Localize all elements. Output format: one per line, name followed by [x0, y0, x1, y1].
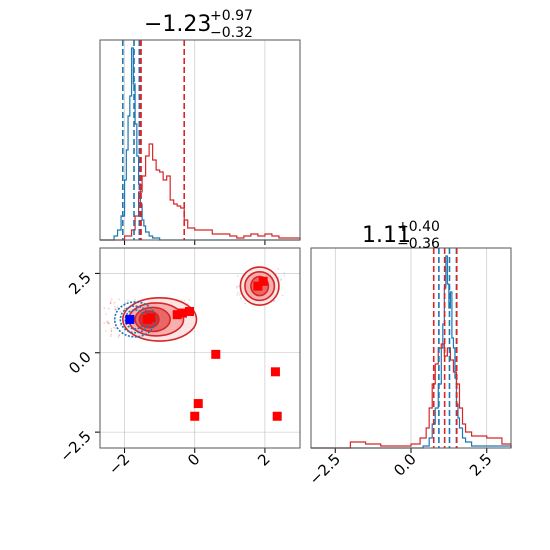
tick-label-y: 2.5	[65, 268, 95, 298]
sample-point	[114, 308, 116, 310]
sample-point	[279, 279, 282, 281]
panel-hist-param-1	[99, 39, 301, 245]
red-marker	[172, 310, 182, 320]
red-marker	[184, 306, 194, 316]
title-minus: −0.36	[397, 236, 440, 252]
title-median: 1.11	[362, 223, 411, 248]
tick-label-x: −2.5	[306, 450, 344, 488]
sample-point	[123, 307, 126, 310]
tick-label-x: 2	[254, 450, 273, 469]
sample-point	[181, 299, 183, 301]
sample-point	[244, 302, 246, 305]
sample-point	[183, 299, 186, 302]
sample-point	[110, 335, 112, 337]
red-marker	[258, 276, 268, 286]
sample-point	[117, 336, 120, 338]
sample-point	[118, 334, 120, 337]
sample-point	[118, 334, 121, 336]
sample-point	[237, 285, 240, 288]
sample-point	[115, 327, 117, 330]
sample-point	[113, 301, 116, 304]
sample-point	[110, 330, 113, 333]
sample-point	[283, 272, 285, 274]
title-median: −1.23	[144, 12, 211, 37]
sample-point	[236, 287, 238, 289]
sample-point	[127, 299, 129, 302]
sample-point	[110, 298, 113, 300]
sample-point	[103, 322, 105, 324]
sample-point	[107, 320, 109, 322]
sample-point	[236, 285, 238, 288]
sample-point	[236, 291, 239, 294]
red-marker	[193, 399, 203, 409]
sample-point	[134, 298, 136, 301]
sample-point	[280, 278, 283, 281]
title-plus: +0.40	[397, 219, 440, 235]
sample-point	[283, 274, 286, 277]
sample-point	[104, 330, 107, 332]
tick-label-x: 2.5	[466, 450, 496, 480]
sample-point	[119, 324, 122, 327]
panel-frame	[310, 247, 512, 449]
sample-point	[109, 302, 112, 305]
sample-point	[110, 333, 112, 336]
sample-point	[110, 329, 113, 332]
title-param-1: −1.23 +0.97 −0.32	[144, 8, 253, 41]
blue-contour	[113, 301, 157, 338]
sample-point	[108, 307, 110, 310]
tick-label-x: 0.0	[390, 450, 420, 480]
sample-point	[277, 268, 279, 270]
panel-frame	[99, 39, 301, 241]
panel-hist-param-2: −2.5 0.0 2.5	[306, 247, 512, 489]
sample-point	[119, 311, 122, 313]
sample-point	[273, 300, 275, 303]
red-marker	[190, 411, 200, 421]
sample-point	[105, 313, 108, 315]
sample-point	[236, 275, 239, 277]
title-minus: −0.32	[210, 25, 253, 41]
sample-point	[107, 322, 109, 325]
red-marker	[211, 349, 221, 359]
sample-point	[114, 308, 117, 311]
tick-label-y: 0.0	[65, 348, 95, 378]
sample-point	[108, 322, 111, 325]
red-marker	[146, 313, 156, 323]
red-marker	[270, 367, 280, 377]
sample-point	[110, 328, 113, 330]
sample-point	[277, 276, 280, 279]
red-marker	[177, 308, 187, 318]
red-marker	[253, 281, 263, 291]
sample-point	[109, 302, 112, 305]
sample-point	[188, 299, 190, 301]
hist-series-blue	[100, 47, 300, 241]
sample-point	[238, 293, 241, 296]
panel-scatter-2d: −2 0 2 −2.5 0.0 2.5	[56, 247, 301, 478]
tick-label-x: 0	[184, 450, 203, 469]
hist-series-red	[100, 143, 301, 241]
sample-point	[114, 305, 116, 308]
sample-point	[273, 299, 276, 302]
sample-point	[114, 309, 117, 311]
sample-point	[118, 298, 120, 301]
red-marker	[272, 411, 282, 421]
sample-point	[116, 306, 119, 309]
panel-frame	[99, 247, 301, 449]
tick-label-y: −2.5	[56, 427, 94, 465]
sample-point	[281, 294, 284, 297]
title-param-2: 1.11 +0.40 −0.36	[362, 219, 440, 252]
sample-point	[103, 307, 106, 309]
sample-point	[107, 322, 110, 324]
title-plus: +0.97	[210, 8, 253, 24]
sample-point	[113, 319, 116, 321]
sample-point	[240, 297, 242, 300]
sample-point	[113, 326, 115, 329]
sample-point	[236, 294, 239, 296]
blue-marker	[125, 314, 135, 324]
tick-label-x: −2	[105, 450, 133, 478]
sample-point	[105, 321, 108, 323]
sample-point	[109, 300, 112, 303]
